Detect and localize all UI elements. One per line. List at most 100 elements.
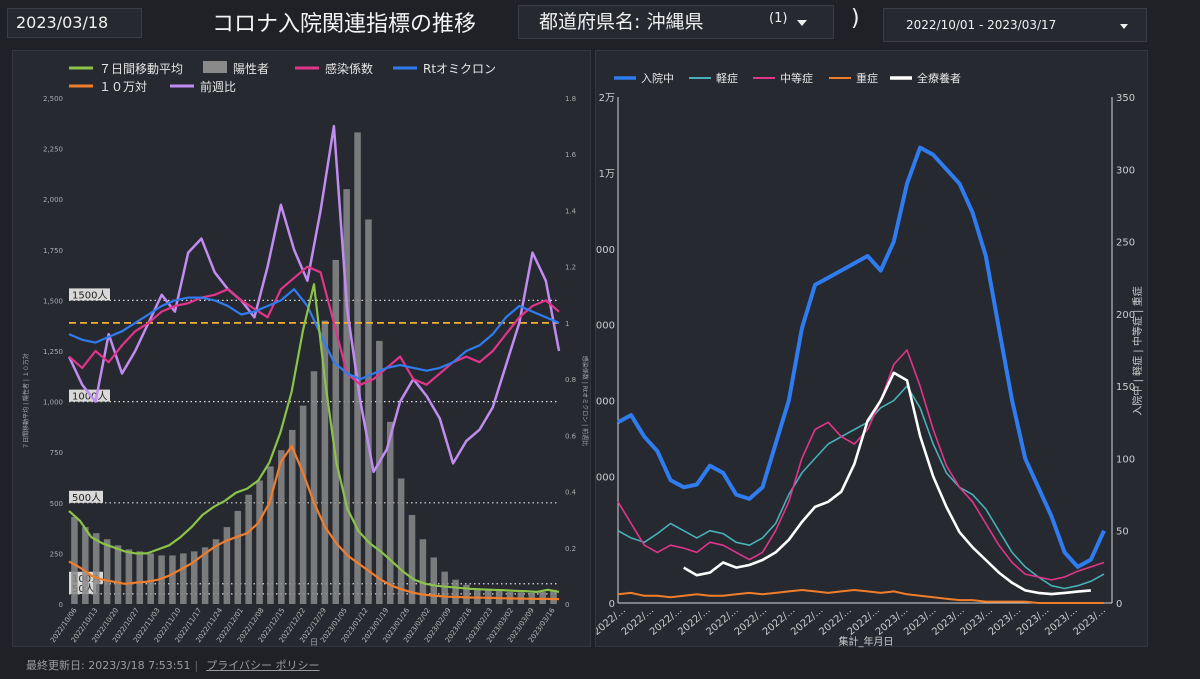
date-display[interactable]: 2023/03/18 bbox=[7, 8, 142, 38]
reference-label: 1000人 bbox=[72, 391, 107, 403]
positive-bar bbox=[321, 320, 329, 604]
y-tick-left: 2,500 bbox=[43, 95, 63, 103]
y-tick-right: 1.4 bbox=[565, 207, 577, 215]
legend-label: 感染係数 bbox=[325, 61, 373, 76]
y-tick-right: 0.4 bbox=[565, 489, 577, 497]
y-tick-right: 1.6 bbox=[565, 151, 577, 159]
right-chart: 入院中 軽症 中等症 重症 全療養者05010015020025030035000000… bbox=[596, 71, 1144, 648]
legend-label: １０万対 bbox=[99, 80, 147, 94]
positive-bar bbox=[125, 549, 133, 604]
y-tick-left: 2,000 bbox=[43, 196, 63, 204]
y-tick-right: 100 bbox=[1116, 454, 1135, 465]
y-tick-right: 300 bbox=[1116, 165, 1135, 176]
y-axis-title-left: ７日間移動平均 | 陽性者 | １０万対 bbox=[22, 353, 30, 449]
y-tick-right: 200 bbox=[1116, 310, 1135, 321]
positive-bar bbox=[212, 539, 220, 604]
y-tick-right: 350 bbox=[1116, 93, 1135, 104]
y-tick-left: 1,250 bbox=[43, 348, 63, 356]
y-tick-left: 1,000 bbox=[43, 399, 63, 407]
legend-swatch bbox=[203, 61, 227, 73]
y-tick-right: 250 bbox=[1116, 238, 1135, 249]
reference-label-bg bbox=[69, 288, 110, 301]
positive-bar bbox=[82, 527, 89, 604]
positive-bar bbox=[114, 545, 122, 604]
page-title: コロナ入院関連指標の推移 bbox=[212, 12, 477, 37]
y-tick-left: 2万 bbox=[599, 93, 615, 104]
y-tick-right: 0.6 bbox=[565, 432, 577, 440]
positive-bar bbox=[376, 340, 383, 604]
y-tick-left: 0 bbox=[609, 599, 615, 610]
positive-bar bbox=[136, 551, 144, 604]
positive-bar bbox=[299, 405, 307, 604]
x-axis-title: 集計_年月日 bbox=[839, 635, 894, 648]
positive-bar bbox=[158, 555, 165, 604]
y-axis-title-right: 感染係数 | Rtオミクロン | 前週比 bbox=[581, 356, 589, 446]
privacy-link[interactable]: プライバシー ポリシー bbox=[206, 659, 320, 672]
positive-bar bbox=[278, 450, 285, 604]
y-tick-right: 0.2 bbox=[565, 545, 576, 553]
y-axis-title-right: 入院中 | 軽症 | 中等症 | 重症 bbox=[1131, 286, 1144, 415]
positive-bar bbox=[71, 516, 78, 604]
legend-label: 入院中 bbox=[641, 71, 674, 85]
legend-label: 全療養者 bbox=[917, 71, 961, 85]
legend-label: ７日間移動平均 bbox=[99, 62, 183, 76]
positive-bar bbox=[92, 533, 100, 604]
series-line bbox=[68, 265, 560, 386]
x-axis-title: 日 bbox=[310, 638, 318, 647]
prefecture-select[interactable]: 都道府県名: 沖縄県 (1) bbox=[518, 5, 834, 39]
positive-bar bbox=[245, 494, 252, 604]
y-tick-right: 0.8 bbox=[565, 376, 576, 384]
legend-label: 前週比 bbox=[200, 79, 236, 94]
positive-bar bbox=[441, 571, 448, 604]
positive-bar bbox=[365, 219, 372, 604]
y-tick-left: 2,250 bbox=[43, 146, 63, 154]
date-range-select[interactable]: 2022/10/01 - 2023/03/17 bbox=[883, 8, 1147, 42]
close-paren: ) bbox=[851, 6, 860, 31]
positive-bar bbox=[332, 259, 340, 604]
positive-bar bbox=[169, 555, 176, 604]
positive-bar bbox=[386, 421, 394, 604]
legend-label: 陽性者 bbox=[233, 62, 269, 76]
x-tick-label: 2023/... bbox=[1071, 605, 1107, 638]
legend-label: 重症 bbox=[856, 71, 878, 85]
left-chart: ７日間移動平均 陽性者 感染係数 Rtオミクロン １０万対 前週比 0 250 500 750 1,… bbox=[22, 61, 589, 647]
positive-bar bbox=[267, 466, 274, 604]
positive-bar bbox=[147, 553, 154, 604]
series-line bbox=[68, 445, 560, 601]
series-line bbox=[67, 124, 561, 474]
positive-bar bbox=[234, 510, 242, 604]
series-line bbox=[683, 371, 1092, 596]
positive-bar bbox=[408, 514, 416, 604]
positive-bar bbox=[256, 480, 263, 604]
y-tick-right: 1.8 bbox=[565, 95, 576, 103]
positive-bar bbox=[430, 557, 438, 604]
legend-label: 中等症 bbox=[780, 71, 813, 85]
positive-bar bbox=[190, 551, 198, 604]
positive-bar bbox=[310, 371, 318, 604]
y-tick-right: 50 bbox=[1116, 527, 1129, 538]
footer: 最終更新日: 2023/3/18 7:53:51 | プライバシー ポリシー bbox=[26, 659, 320, 672]
positive-bar bbox=[452, 579, 459, 604]
series-line bbox=[68, 288, 560, 381]
date-range-label: 2022/10/01 - 2023/03/17 bbox=[906, 18, 1057, 32]
series-line bbox=[617, 589, 1104, 604]
reference-label: 500人 bbox=[72, 492, 101, 504]
series-line bbox=[617, 385, 1105, 590]
right-chart-panel: 入院中 軽症 中等症 重症 全療養者 0 50 100 150 200 250 300 350 0 000 0… bbox=[595, 50, 1148, 648]
prefecture-count: (1) bbox=[769, 11, 788, 26]
y-tick-left: 750 bbox=[50, 449, 63, 457]
series-line bbox=[617, 145, 1106, 569]
y-tick-right: 0 bbox=[1116, 599, 1122, 610]
left-chart-panel: ７日間移動平均 陽性者 感染係数 Rtオミクロン １０万対 前週比 0 250 500 750 1,… bbox=[12, 50, 591, 647]
y-tick-left: 500 bbox=[50, 500, 63, 508]
y-tick-left: 1,750 bbox=[43, 247, 63, 255]
y-tick-left: 000 bbox=[596, 321, 615, 332]
positive-bar bbox=[463, 584, 470, 604]
y-tick-right: 150 bbox=[1116, 382, 1135, 393]
legend-label: 軽症 bbox=[716, 71, 738, 85]
y-tick-left: 000 bbox=[596, 397, 615, 408]
y-tick-right: 0 bbox=[565, 601, 569, 609]
y-tick-left: 000 bbox=[596, 473, 615, 484]
reference-label-bg bbox=[69, 490, 103, 503]
reference-label: 1500人 bbox=[72, 289, 107, 301]
